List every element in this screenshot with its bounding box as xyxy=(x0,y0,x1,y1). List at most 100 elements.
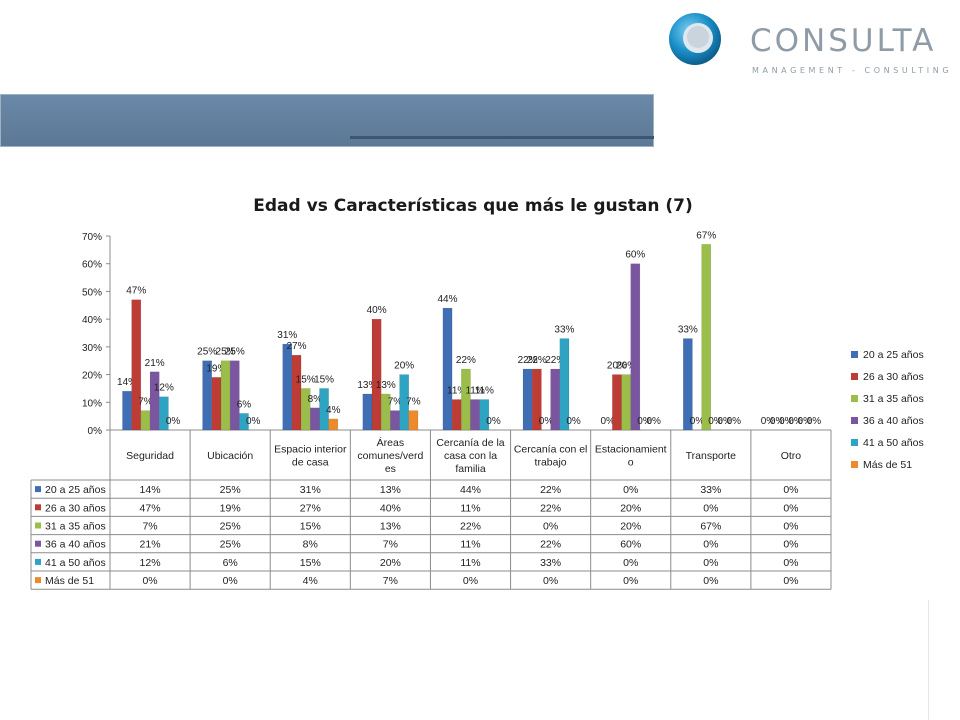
legend-swatch xyxy=(851,373,858,380)
category-label: Cercanía con el xyxy=(514,444,588,456)
data-label: 4% xyxy=(326,405,341,416)
bar xyxy=(291,354,302,431)
bar xyxy=(612,374,622,431)
legend-key xyxy=(35,558,41,565)
legend-key xyxy=(35,577,41,584)
table-series-label: 41 a 50 años xyxy=(45,557,106,569)
data-label: 22% xyxy=(527,355,547,366)
table-cell: 0% xyxy=(543,575,558,587)
category-label: Otro xyxy=(781,450,802,462)
table-cell: 15% xyxy=(300,557,321,569)
data-label: 31% xyxy=(277,330,297,341)
data-label: 0% xyxy=(486,416,501,427)
legend-key xyxy=(35,486,41,493)
bar xyxy=(140,410,151,431)
table-cell: 20% xyxy=(620,521,641,533)
table-cell: 47% xyxy=(140,502,161,514)
data-label: 20% xyxy=(394,361,414,372)
data-label: 0% xyxy=(600,416,615,427)
table-cell: 0% xyxy=(783,557,798,569)
table-cell: 8% xyxy=(303,539,318,551)
category-label: Espacio interior xyxy=(274,444,347,456)
bar xyxy=(362,393,373,431)
category-label: Estacionamient xyxy=(595,444,667,456)
table-cell: 0% xyxy=(703,539,718,551)
bar xyxy=(442,307,453,431)
data-label: 0% xyxy=(166,416,181,427)
legend-label: Más de 51 xyxy=(863,459,912,471)
bar xyxy=(479,399,490,431)
table-cell: 67% xyxy=(700,521,721,533)
y-tick-label: 70% xyxy=(82,232,102,243)
table-cell: 22% xyxy=(540,484,561,496)
table-cell: 0% xyxy=(783,502,798,514)
data-label: 40% xyxy=(367,305,387,316)
bar xyxy=(682,338,693,431)
table-cell: 25% xyxy=(220,539,241,551)
category-label: Seguridad xyxy=(126,450,174,462)
data-label: 0% xyxy=(727,416,742,427)
table-cell: 0% xyxy=(142,575,157,587)
category-label: Áreas xyxy=(377,436,404,449)
bar xyxy=(211,377,222,431)
data-label: 0% xyxy=(637,416,652,427)
data-label: 33% xyxy=(554,325,574,336)
data-label: 0% xyxy=(246,416,261,427)
bar xyxy=(229,360,240,431)
data-label: 20% xyxy=(616,361,636,372)
table-cell: 20% xyxy=(380,557,401,569)
category-label: Transporte xyxy=(686,450,737,462)
legend-swatch xyxy=(851,351,858,358)
data-label: 0% xyxy=(566,416,581,427)
table-cell: 21% xyxy=(140,539,161,551)
table-cell: 0% xyxy=(783,575,798,587)
table-cell: 22% xyxy=(460,521,481,533)
table-cell: 31% xyxy=(300,484,321,496)
table-cell: 20% xyxy=(620,502,641,514)
bar xyxy=(559,338,570,431)
bar xyxy=(239,413,249,431)
brand-tagline: MANAGEMENT - CONSULTING xyxy=(752,66,953,75)
bar xyxy=(630,263,641,431)
table-cell: 0% xyxy=(783,484,798,496)
data-label: 11% xyxy=(475,386,494,397)
bar xyxy=(531,368,542,431)
page-edge-line xyxy=(928,600,929,720)
y-tick-label: 0% xyxy=(88,426,103,437)
legend-label: 41 a 50 años xyxy=(863,437,924,449)
data-label: 7% xyxy=(406,397,421,408)
data-label: 0% xyxy=(717,416,732,427)
y-tick-label: 10% xyxy=(82,398,102,409)
table-cell: 44% xyxy=(460,484,481,496)
table-cell: 0% xyxy=(783,521,798,533)
bar xyxy=(522,368,533,431)
data-label: 0% xyxy=(779,416,794,427)
data-label: 22% xyxy=(545,355,565,366)
bar xyxy=(621,374,631,431)
y-tick-label: 20% xyxy=(82,371,102,382)
legend-swatch xyxy=(851,461,858,468)
table-cell: 33% xyxy=(700,484,721,496)
legend-swatch xyxy=(851,439,858,446)
table-series-label: 36 a 40 años xyxy=(45,539,106,551)
table-cell: 15% xyxy=(300,521,321,533)
data-label: 22% xyxy=(518,355,538,366)
table-cell: 0% xyxy=(223,575,238,587)
data-label: 13% xyxy=(357,380,377,391)
data-label: 11% xyxy=(447,386,466,397)
bar xyxy=(550,368,561,431)
table-cell: 0% xyxy=(623,484,638,496)
bar xyxy=(159,396,169,431)
bar xyxy=(399,374,410,431)
table-cell: 19% xyxy=(220,502,241,514)
table-cell: 6% xyxy=(223,557,238,569)
table-cell: 33% xyxy=(540,557,561,569)
legend-key xyxy=(35,522,41,529)
table-cell: 11% xyxy=(460,502,480,514)
y-tick-label: 60% xyxy=(82,260,102,271)
table-series-label: Más de 51 xyxy=(45,575,94,587)
data-label: 8% xyxy=(308,394,323,405)
y-tick-label: 30% xyxy=(82,343,102,354)
table-cell: 13% xyxy=(380,521,401,533)
category-label: Cercanía de la xyxy=(436,437,504,449)
